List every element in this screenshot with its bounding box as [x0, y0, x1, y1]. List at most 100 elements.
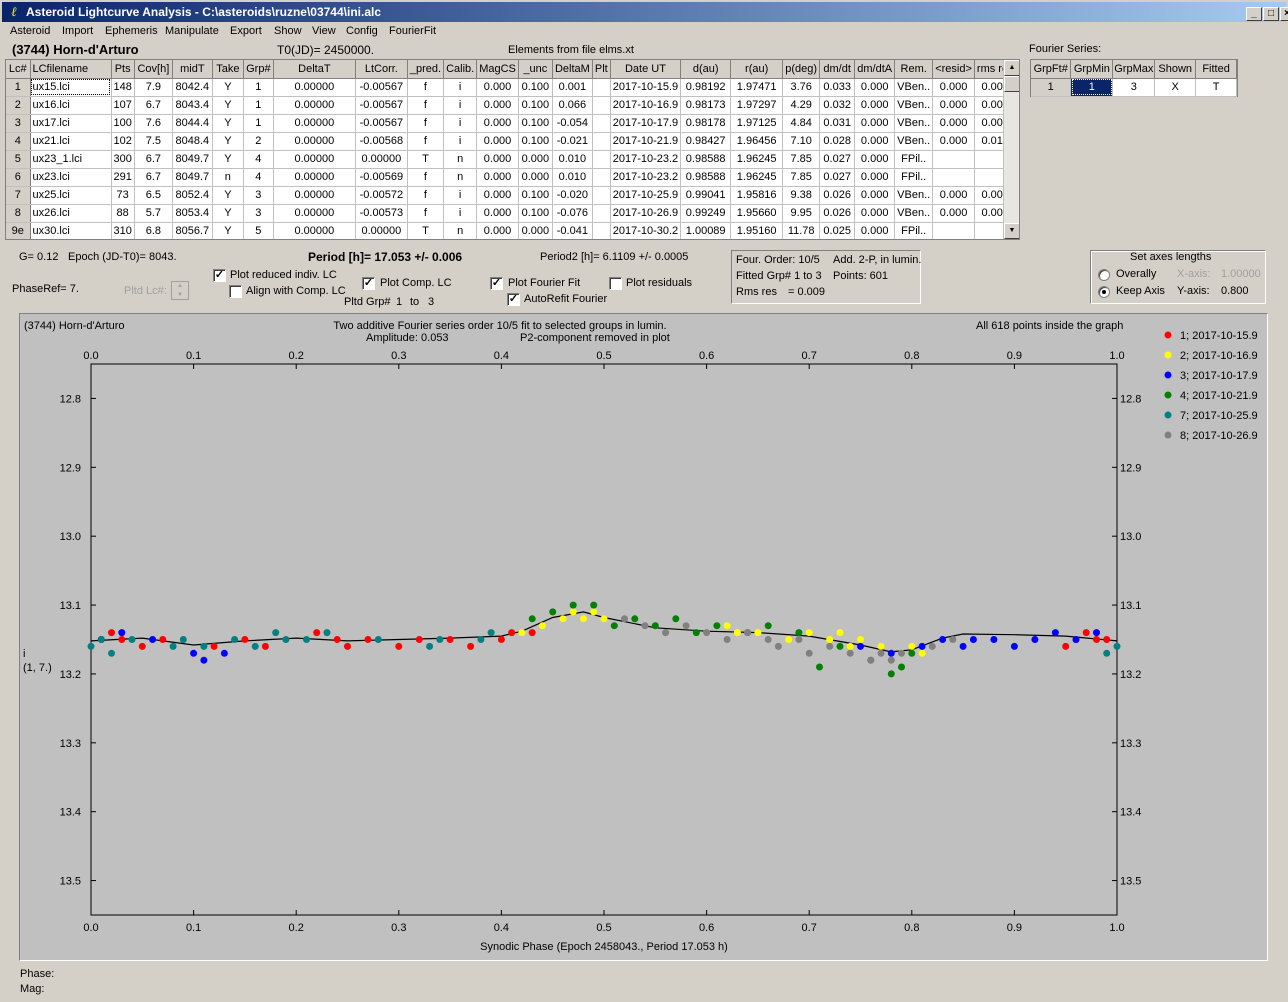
- table-cell[interactable]: -0.00572: [355, 186, 408, 205]
- table-cell[interactable]: [932, 168, 975, 187]
- table-cell[interactable]: 0.99249: [680, 204, 732, 223]
- row-number-cell[interactable]: 7: [6, 186, 31, 205]
- fourier-cell-shown[interactable]: X: [1154, 78, 1197, 97]
- table-cell[interactable]: 0.001: [552, 78, 593, 97]
- menu-import[interactable]: Import: [62, 25, 94, 37]
- table-cell[interactable]: 0.025: [819, 222, 856, 239]
- table-row[interactable]: 3 ux17.lci 100 7.6 8044.4 Y 1 0.00000 -0.00567 f i…: [6, 114, 1017, 133]
- table-cell[interactable]: VBen..: [894, 204, 934, 223]
- table-cell[interactable]: 8056.7: [172, 222, 213, 239]
- table-cell[interactable]: 0.000: [476, 78, 519, 97]
- table-cell[interactable]: 0.000: [518, 150, 553, 169]
- table-cell[interactable]: 0.00000: [273, 132, 356, 151]
- table-cell[interactable]: f: [407, 114, 445, 133]
- table-cell[interactable]: 0.00000: [273, 78, 356, 97]
- fourier-cell-grpmin[interactable]: 1: [1070, 78, 1114, 97]
- table-cell[interactable]: Y: [212, 204, 244, 223]
- table-cell[interactable]: 8052.4: [172, 186, 213, 205]
- table-cell[interactable]: 0.032: [819, 96, 856, 115]
- table-cell[interactable]: 0.000: [854, 150, 896, 169]
- table-cell[interactable]: VBen..: [894, 96, 934, 115]
- table-cell[interactable]: 88: [111, 204, 135, 223]
- table-cell[interactable]: [592, 204, 611, 223]
- table-cell[interactable]: 2017-10-17.9: [610, 114, 682, 133]
- table-cell[interactable]: 1.97125: [730, 114, 784, 133]
- table-cell[interactable]: f: [407, 168, 445, 187]
- menu-export[interactable]: Export: [230, 25, 262, 37]
- table-cell[interactable]: 0.00000: [273, 150, 356, 169]
- column-header[interactable]: p(deg): [782, 60, 821, 79]
- row-number-cell[interactable]: 1: [6, 78, 31, 97]
- table-cell[interactable]: 8049.7: [172, 168, 213, 187]
- table-cell[interactable]: 0.000: [932, 132, 975, 151]
- table-cell[interactable]: 0.00000: [273, 186, 356, 205]
- table-cell[interactable]: VBen..: [894, 132, 934, 151]
- table-cell[interactable]: 7.5: [134, 132, 173, 151]
- table-cell[interactable]: 0.100: [518, 114, 553, 133]
- column-header[interactable]: <resid>: [932, 60, 975, 79]
- table-cell[interactable]: VBen..: [894, 186, 934, 205]
- table-cell[interactable]: 0.000: [854, 114, 896, 133]
- table-cell[interactable]: 7.9: [134, 78, 173, 97]
- table-row[interactable]: 4 ux21.lci 102 7.5 8048.4 Y 2 0.00000 -0.00568 f i…: [6, 132, 1017, 151]
- table-cell[interactable]: 73: [111, 186, 135, 205]
- table-cell[interactable]: [592, 186, 611, 205]
- table-cell[interactable]: 0.026: [819, 204, 856, 223]
- plot-comp-checkbox[interactable]: ✓: [362, 277, 375, 290]
- table-cell[interactable]: 0.100: [518, 78, 553, 97]
- table-cell[interactable]: 0.000: [854, 186, 896, 205]
- table-cell[interactable]: 6.7: [134, 96, 173, 115]
- table-cell[interactable]: i: [443, 114, 478, 133]
- table-cell[interactable]: f: [407, 132, 445, 151]
- table-cell[interactable]: Y: [212, 78, 244, 97]
- table-cell[interactable]: 1.00089: [680, 222, 732, 239]
- table-cell[interactable]: Y: [212, 96, 244, 115]
- table-cell[interactable]: 11.78: [782, 222, 821, 239]
- table-cell[interactable]: 0.100: [518, 132, 553, 151]
- table-cell[interactable]: 0.031: [819, 114, 856, 133]
- autorefit-checkbox[interactable]: ✓: [507, 293, 520, 306]
- table-scrollbar[interactable]: ▲ ▼: [1003, 60, 1019, 239]
- table-cell[interactable]: -0.00567: [355, 114, 408, 133]
- table-cell[interactable]: 6.8: [134, 222, 173, 239]
- table-cell[interactable]: 0.98178: [680, 114, 732, 133]
- table-cell[interactable]: 0.027: [819, 150, 856, 169]
- column-header[interactable]: _pred.: [407, 60, 445, 79]
- table-cell[interactable]: 100: [111, 114, 135, 133]
- table-cell[interactable]: 1.96456: [730, 132, 784, 151]
- menu-asteroid[interactable]: Asteroid: [10, 25, 51, 37]
- column-header[interactable]: Take: [212, 60, 244, 79]
- table-cell[interactable]: 0.100: [518, 96, 553, 115]
- table-cell[interactable]: 7.85: [782, 168, 821, 187]
- row-number-cell[interactable]: 5: [6, 150, 31, 169]
- table-cell[interactable]: [932, 150, 975, 169]
- align-comp-checkbox[interactable]: [229, 285, 242, 298]
- epoch-value[interactable]: Epoch (JD-T0)= 8043.: [68, 251, 177, 263]
- table-cell[interactable]: [592, 168, 611, 187]
- table-cell[interactable]: ux23_1.lci: [30, 150, 112, 169]
- table-cell[interactable]: 0.000: [932, 78, 975, 97]
- table-cell[interactable]: 2017-10-16.9: [610, 96, 682, 115]
- table-cell[interactable]: ux25.lci: [30, 186, 112, 205]
- period2-value[interactable]: Period2 [h]= 6.1109 +/- 0.0005: [540, 251, 689, 263]
- pltd-grp-from[interactable]: 1: [396, 296, 403, 308]
- menu-config[interactable]: Config: [346, 25, 378, 37]
- table-cell[interactable]: -0.00567: [355, 78, 408, 97]
- table-cell[interactable]: FPil..: [894, 222, 934, 239]
- table-cell[interactable]: 0.00000: [273, 168, 356, 187]
- table-cell[interactable]: 4.84: [782, 114, 821, 133]
- table-cell[interactable]: 0.000: [854, 222, 896, 239]
- scroll-down-icon[interactable]: ▼: [1004, 223, 1019, 239]
- table-cell[interactable]: [592, 222, 611, 239]
- y-axis-value[interactable]: 0.800: [1221, 285, 1249, 297]
- table-cell[interactable]: 2017-10-25.9: [610, 186, 682, 205]
- autorefit-label[interactable]: AutoRefit Fourier: [524, 293, 608, 305]
- table-cell[interactable]: -0.054: [552, 114, 593, 133]
- table-cell[interactable]: 4.29: [782, 96, 821, 115]
- table-cell[interactable]: 0.00000: [355, 222, 408, 239]
- fourier-cell-grpmax[interactable]: 3: [1112, 78, 1156, 97]
- column-header[interactable]: Plt: [592, 60, 611, 79]
- menu-ephemeris[interactable]: Ephemeris: [105, 25, 158, 37]
- table-cell[interactable]: 0.000: [476, 168, 519, 187]
- table-cell[interactable]: 8053.4: [172, 204, 213, 223]
